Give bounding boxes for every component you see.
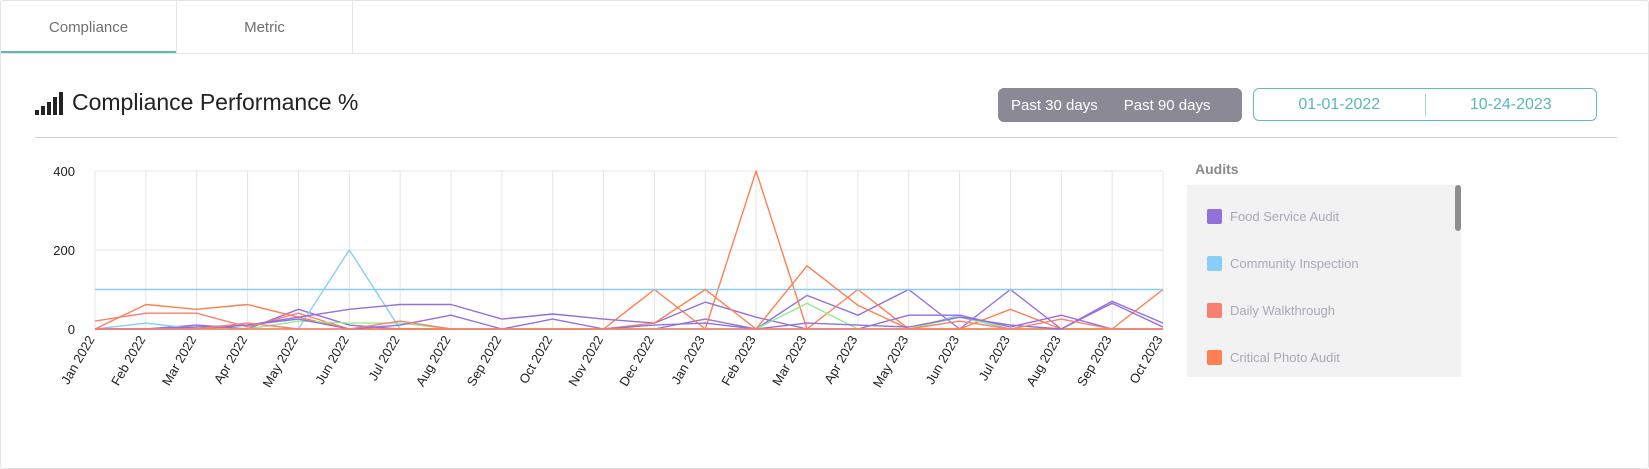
date-separator xyxy=(1424,93,1426,116)
x-axis-ticks: Jan 2022 Feb 2022 Mar 2022 Apr 2022 May 2022… xyxy=(58,333,1166,390)
legend-title: Audits xyxy=(1195,161,1239,177)
x-tick-label: May 2022 xyxy=(259,333,301,390)
x-tick-label: Jan 2022 xyxy=(58,333,98,387)
title-group: Compliance Performance % xyxy=(35,89,358,116)
legend-item-community-inspection[interactable]: Community Inspection xyxy=(1187,240,1461,287)
x-tick-label: Mar 2023 xyxy=(769,333,809,388)
chart-grid xyxy=(94,170,1164,330)
past-90-days-button[interactable]: Past 90 days xyxy=(1123,96,1211,114)
legend-item-daily-walkthrough[interactable]: Daily Walkthrough xyxy=(1187,287,1461,334)
series-line[interactable] xyxy=(95,265,1163,330)
legend-scrollbar[interactable] xyxy=(1455,185,1461,377)
x-tick-label: Sep 2022 xyxy=(464,333,505,389)
x-tick-label: Aug 2022 xyxy=(413,333,454,389)
tab-metric[interactable]: Metric xyxy=(177,1,353,53)
series-line[interactable] xyxy=(94,170,1164,330)
legend-label: Daily Walkthrough xyxy=(1230,303,1336,318)
x-tick-label: Apr 2022 xyxy=(211,333,250,386)
x-tick-label: Feb 2022 xyxy=(108,333,148,388)
x-tick-label: Apr 2023 xyxy=(821,333,860,386)
legend-swatch xyxy=(1207,256,1222,271)
y-axis-ticks: 0 200 400 xyxy=(53,164,75,337)
series-line[interactable] xyxy=(95,318,1163,330)
start-date-input[interactable]: 01-01-2022 xyxy=(1298,95,1381,113)
x-tick-label: Jul 2023 xyxy=(975,333,1013,383)
past-30-days-button[interactable]: Past 30 days xyxy=(1011,96,1098,114)
y-tick-label: 0 xyxy=(68,322,75,337)
legend-list: Food Service Audit Community Inspection … xyxy=(1187,185,1461,377)
legend-item-critical-photo-audit[interactable]: Critical Photo Audit xyxy=(1187,334,1461,381)
x-tick-label: Oct 2022 xyxy=(516,333,555,386)
end-date-input[interactable]: 10-24-2023 xyxy=(1469,95,1552,113)
chart-legend: Audits Food Service Audit Community Insp… xyxy=(1187,161,1461,377)
x-tick-label: Dec 2022 xyxy=(616,333,657,389)
x-tick-label: May 2023 xyxy=(870,333,912,390)
tab-bar: Compliance Metric xyxy=(1,1,353,53)
header-divider xyxy=(35,137,1617,138)
legend-swatch xyxy=(1207,303,1222,318)
series-line[interactable] xyxy=(95,302,1164,330)
y-tick-label: 200 xyxy=(53,243,75,258)
range-button-group: Past 30 days Past 90 days xyxy=(998,88,1242,122)
tab-compliance[interactable]: Compliance xyxy=(1,1,177,53)
legend-label: Critical Photo Audit xyxy=(1230,350,1340,365)
date-range-picker: 01-01-2022 10-24-2023 xyxy=(1253,88,1597,121)
x-tick-label: Feb 2023 xyxy=(718,333,758,388)
x-tick-label: Oct 2023 xyxy=(1126,333,1165,386)
legend-scroll-thumb[interactable] xyxy=(1455,185,1461,231)
x-tick-label: Jun 2022 xyxy=(312,333,352,387)
y-tick-label: 400 xyxy=(53,164,75,179)
x-tick-label: Aug 2023 xyxy=(1023,333,1064,389)
legend-label: Community Inspection xyxy=(1230,256,1359,271)
page-title: Compliance Performance % xyxy=(72,89,359,115)
x-tick-label: Mar 2022 xyxy=(159,333,199,388)
x-tick-label: Jul 2022 xyxy=(365,333,403,383)
x-tick-label: Jan 2023 xyxy=(668,333,708,387)
chart-header: Compliance Performance % Past 30 days Pa… xyxy=(35,83,1615,123)
legend-swatch xyxy=(1207,209,1222,224)
chart-series xyxy=(94,170,1164,330)
legend-label: Food Service Audit xyxy=(1230,209,1340,224)
compliance-line-chart: 0 200 400 Jan 2022 Feb 2022 Mar 2022 Apr 2022… xyxy=(53,164,1166,390)
tab-divider xyxy=(1,53,1648,54)
legend-item-food-service-audit[interactable]: Food Service Audit xyxy=(1187,193,1461,240)
x-tick-label: Sep 2023 xyxy=(1074,333,1115,389)
legend-swatch xyxy=(1207,350,1222,365)
x-tick-label: Jun 2023 xyxy=(922,333,962,387)
x-tick-label: Nov 2022 xyxy=(565,333,606,389)
signal-bars-icon xyxy=(35,91,63,115)
